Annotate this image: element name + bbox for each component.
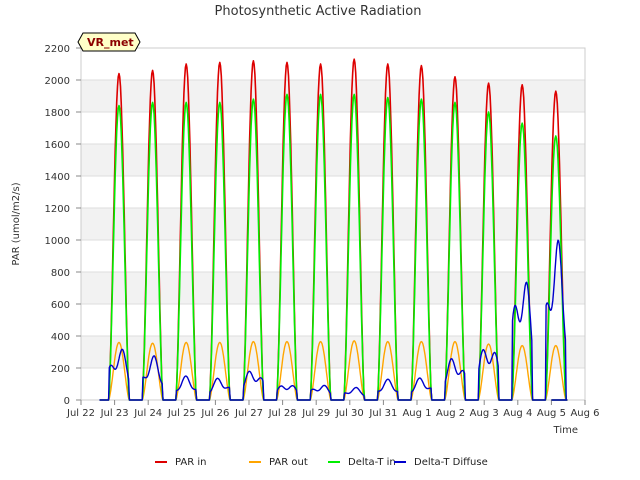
plot-band [81, 80, 585, 112]
legend-label: Delta-T Diffuse [414, 457, 488, 468]
legend-label: PAR in [175, 457, 206, 468]
x-tick-label: Jul 22 [66, 408, 95, 419]
x-axis: Jul 22 Jul 23 Jul 24 Jul 25 Jul 26 Jul 27 Jul … [66, 400, 600, 419]
x-tick-label: Jul 27 [234, 408, 263, 419]
badge-shape [77, 32, 141, 52]
x-tick-label: Jul 28 [268, 408, 297, 419]
y-tick-label: 1600 [45, 140, 70, 151]
x-tick-label: Aug 2 [436, 408, 465, 419]
y-tick-label: 1400 [45, 172, 70, 183]
badge-label: VR_met [87, 36, 134, 49]
y-tick-label: 2200 [45, 44, 70, 55]
y-tick-label: 200 [51, 364, 70, 375]
x-tick-label: Jul 31 [368, 408, 397, 419]
y-tick-label: 1200 [45, 204, 70, 215]
x-tick-label: Jul 29 [301, 408, 330, 419]
legend: PAR in PAR out Delta-T in Delta-T Diffuse [155, 457, 488, 468]
chart-title: Photosynthetic Active Radiation [215, 4, 422, 19]
site-badge: VR_met [77, 32, 141, 52]
x-tick-label: Aug 3 [470, 408, 499, 419]
plot-band [81, 272, 585, 304]
plot-band [81, 144, 585, 176]
x-tick-label: Aug 5 [537, 408, 566, 419]
x-tick-label: Aug 6 [570, 408, 599, 419]
y-axis-title: PAR (umol/m2/s) [11, 182, 22, 265]
x-tick-label: Jul 24 [133, 408, 162, 419]
x-tick-label: Aug 1 [402, 408, 431, 419]
plot-bands [81, 80, 585, 368]
y-tick-label: 2000 [45, 76, 70, 87]
gridlines [81, 47, 585, 401]
x-tick-label: Jul 30 [335, 408, 364, 419]
y-tick-label: 0 [64, 396, 70, 407]
legend-label: Delta-T in [348, 457, 396, 468]
x-tick-label: Jul 26 [200, 408, 229, 419]
x-tick-label: Jul 23 [100, 408, 129, 419]
y-axis: 0 200 400 600 800 1000 1200 1400 1600 1800 2000 220… [45, 44, 81, 407]
x-tick-label: Aug 4 [503, 408, 532, 419]
y-tick-label: 400 [51, 332, 70, 343]
y-tick-label: 1000 [45, 236, 70, 247]
series-line-delta-t-diffuse [99, 239, 568, 401]
plot-band [81, 208, 585, 240]
y-tick-label: 1800 [45, 108, 70, 119]
x-axis-title: Time [553, 425, 578, 436]
plot-band [81, 336, 585, 368]
y-tick-label: 600 [51, 300, 70, 311]
series-layer [99, 58, 568, 401]
y-tick-label: 800 [51, 268, 70, 279]
legend-label: PAR out [269, 457, 308, 468]
x-tick-label: Jul 25 [167, 408, 196, 419]
